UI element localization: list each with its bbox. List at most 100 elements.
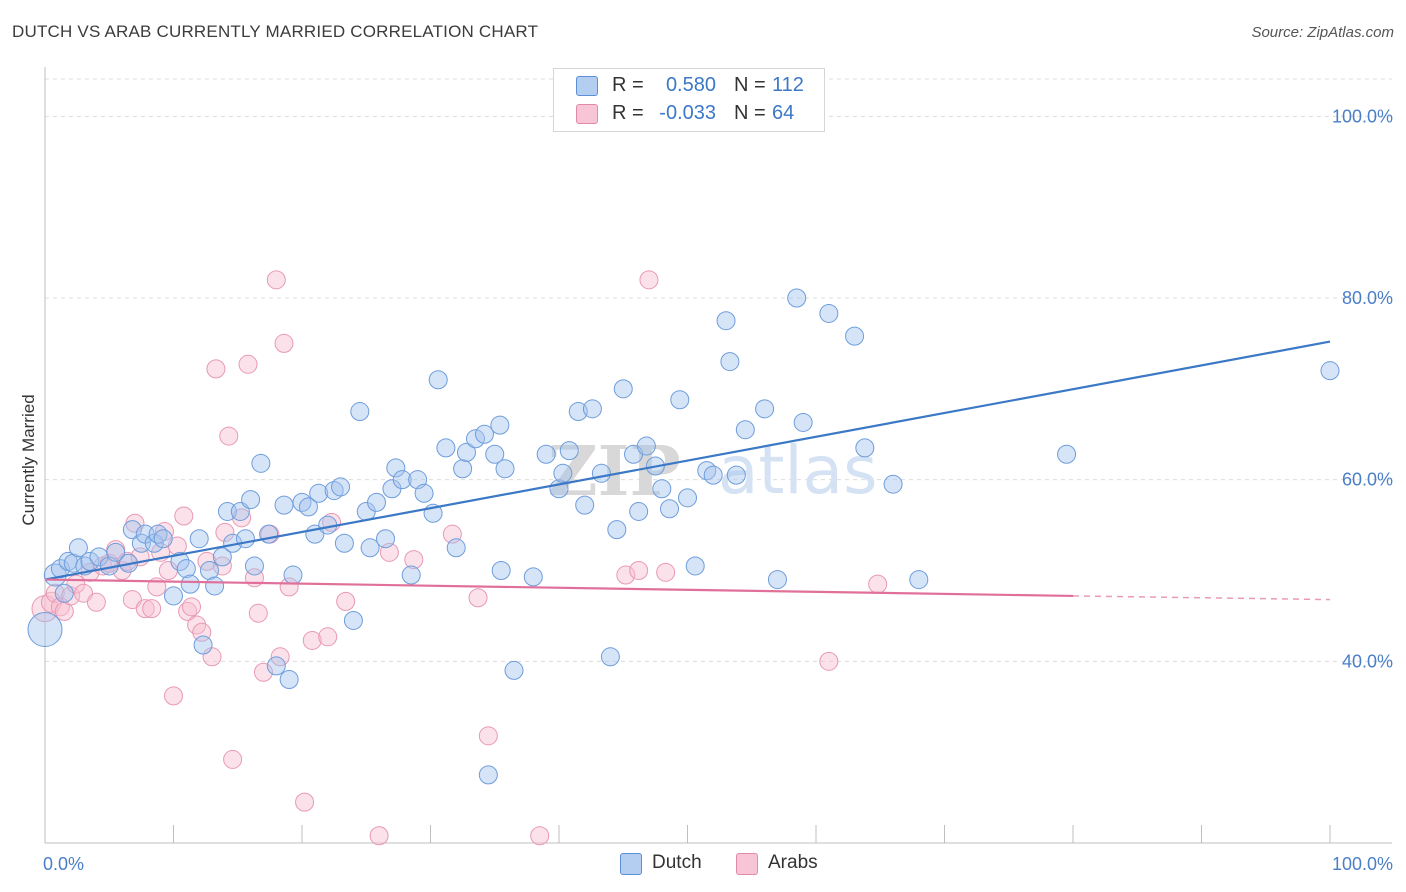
dutch-point xyxy=(350,402,370,422)
dutch-point xyxy=(478,765,498,785)
arabs-point xyxy=(530,826,550,846)
arabs-legend-label: Arabs xyxy=(768,852,818,873)
arabs-point xyxy=(266,270,286,290)
dutch-point xyxy=(883,474,903,494)
dutch-point xyxy=(180,574,200,594)
arabs-point xyxy=(369,826,389,846)
stats-legend: R = 0.580 N = 112 R = -0.033 N = 64 xyxy=(553,68,825,132)
arabs-point xyxy=(122,590,142,610)
source-label: Source: ZipAtlas.com xyxy=(1251,24,1394,41)
dutch-point xyxy=(855,438,875,458)
arabs-point xyxy=(31,595,59,623)
dutch-point xyxy=(298,497,318,517)
arabs-point xyxy=(295,792,315,812)
dutch-point xyxy=(68,538,88,558)
dutch-point xyxy=(582,399,602,419)
y-axis-label: Currently Married xyxy=(19,394,38,525)
dutch-point xyxy=(553,463,573,483)
arabs-point xyxy=(164,686,183,706)
y-tick-label: 40.0% xyxy=(1342,651,1393,671)
arabs-legend-swatch xyxy=(736,853,758,875)
chart-title: DUTCH VS ARAB CURRENTLY MARRIED CORRELAT… xyxy=(12,22,539,41)
dutch-point xyxy=(629,501,649,521)
arabs-point xyxy=(135,599,155,619)
dutch-point xyxy=(153,529,173,549)
dutch-point xyxy=(720,352,740,372)
y-tick-label: 80.0% xyxy=(1342,288,1393,308)
dutch-point xyxy=(735,420,755,440)
dutch-legend-swatch xyxy=(620,853,642,875)
arabs-point xyxy=(238,354,258,374)
dutch-point xyxy=(613,379,633,399)
tick-labels: 40.0% 60.0% 80.0% 100.0% 0.0% 100.0% Currently… xyxy=(19,106,1393,874)
arabs-point xyxy=(819,651,839,671)
arabs-r-value: -0.033 xyxy=(659,102,716,124)
dutch-point xyxy=(193,635,213,655)
dutch-point xyxy=(474,424,494,444)
dutch-n-value: 112 xyxy=(772,74,804,96)
arabs-point xyxy=(478,726,498,746)
dutch-n-label: N = xyxy=(734,74,766,96)
arabs-point xyxy=(629,561,649,580)
dutch-point xyxy=(568,402,588,422)
arabs-point xyxy=(215,522,235,542)
dutch-point xyxy=(241,490,261,510)
arabs-point xyxy=(248,603,268,623)
dutch-point xyxy=(536,444,556,464)
arabs-trend-extension xyxy=(1072,595,1331,601)
arabs-point xyxy=(206,359,226,379)
dutch-point xyxy=(456,442,476,462)
dutch-point xyxy=(279,670,299,689)
arabs-point xyxy=(318,627,338,647)
dutch-point xyxy=(189,529,209,549)
axes xyxy=(44,67,1392,844)
arabs-point xyxy=(142,599,162,619)
dutch-point xyxy=(495,459,515,479)
dutch-point xyxy=(164,586,183,606)
dutch-point xyxy=(1320,361,1340,381)
dutch-point xyxy=(678,488,697,508)
dutch-point xyxy=(106,542,126,562)
dutch-point xyxy=(27,612,63,648)
arabs-point xyxy=(274,333,294,353)
dutch-point xyxy=(465,429,485,449)
dutch-point xyxy=(1057,444,1077,464)
bottom-legend: Dutch Arabs xyxy=(0,852,1406,876)
dutch-point xyxy=(504,660,524,680)
dutch-point xyxy=(559,441,579,461)
dutch-point xyxy=(591,463,611,483)
arabs-point xyxy=(232,508,252,528)
dutch-point xyxy=(636,436,656,456)
dutch-point xyxy=(144,533,164,553)
dutch-point xyxy=(251,453,271,473)
dutch-point xyxy=(716,311,736,331)
arabs-point xyxy=(219,426,239,446)
dutch-point xyxy=(726,465,746,485)
trend-lines xyxy=(44,340,1331,601)
dutch-point xyxy=(331,477,351,497)
dutch-point xyxy=(170,551,190,571)
dutch-point xyxy=(176,559,196,579)
dutch-point xyxy=(490,415,510,435)
dutch-point xyxy=(274,495,294,515)
dutch-point xyxy=(401,565,421,585)
arabs-trend-line xyxy=(44,578,1074,598)
dutch-point xyxy=(660,499,680,519)
y-tick-label: 60.0% xyxy=(1342,470,1393,490)
dutch-point xyxy=(607,520,627,540)
arabs-point xyxy=(656,562,676,582)
arabs-swatch xyxy=(576,104,598,124)
dutch-r-label: R = xyxy=(612,74,644,96)
x-tick-label-max: 100.0% xyxy=(1332,854,1393,874)
dutch-point xyxy=(199,561,219,580)
arabs-point xyxy=(868,574,888,594)
arabs-point xyxy=(74,583,94,603)
dutch-point xyxy=(767,570,787,590)
dutch-point xyxy=(205,576,225,596)
dutch-point xyxy=(367,492,387,512)
dutch-point xyxy=(324,481,344,501)
dutch-point xyxy=(360,538,380,558)
dutch-point xyxy=(755,399,775,419)
arabs-point xyxy=(302,630,322,650)
dutch-point xyxy=(392,470,412,490)
